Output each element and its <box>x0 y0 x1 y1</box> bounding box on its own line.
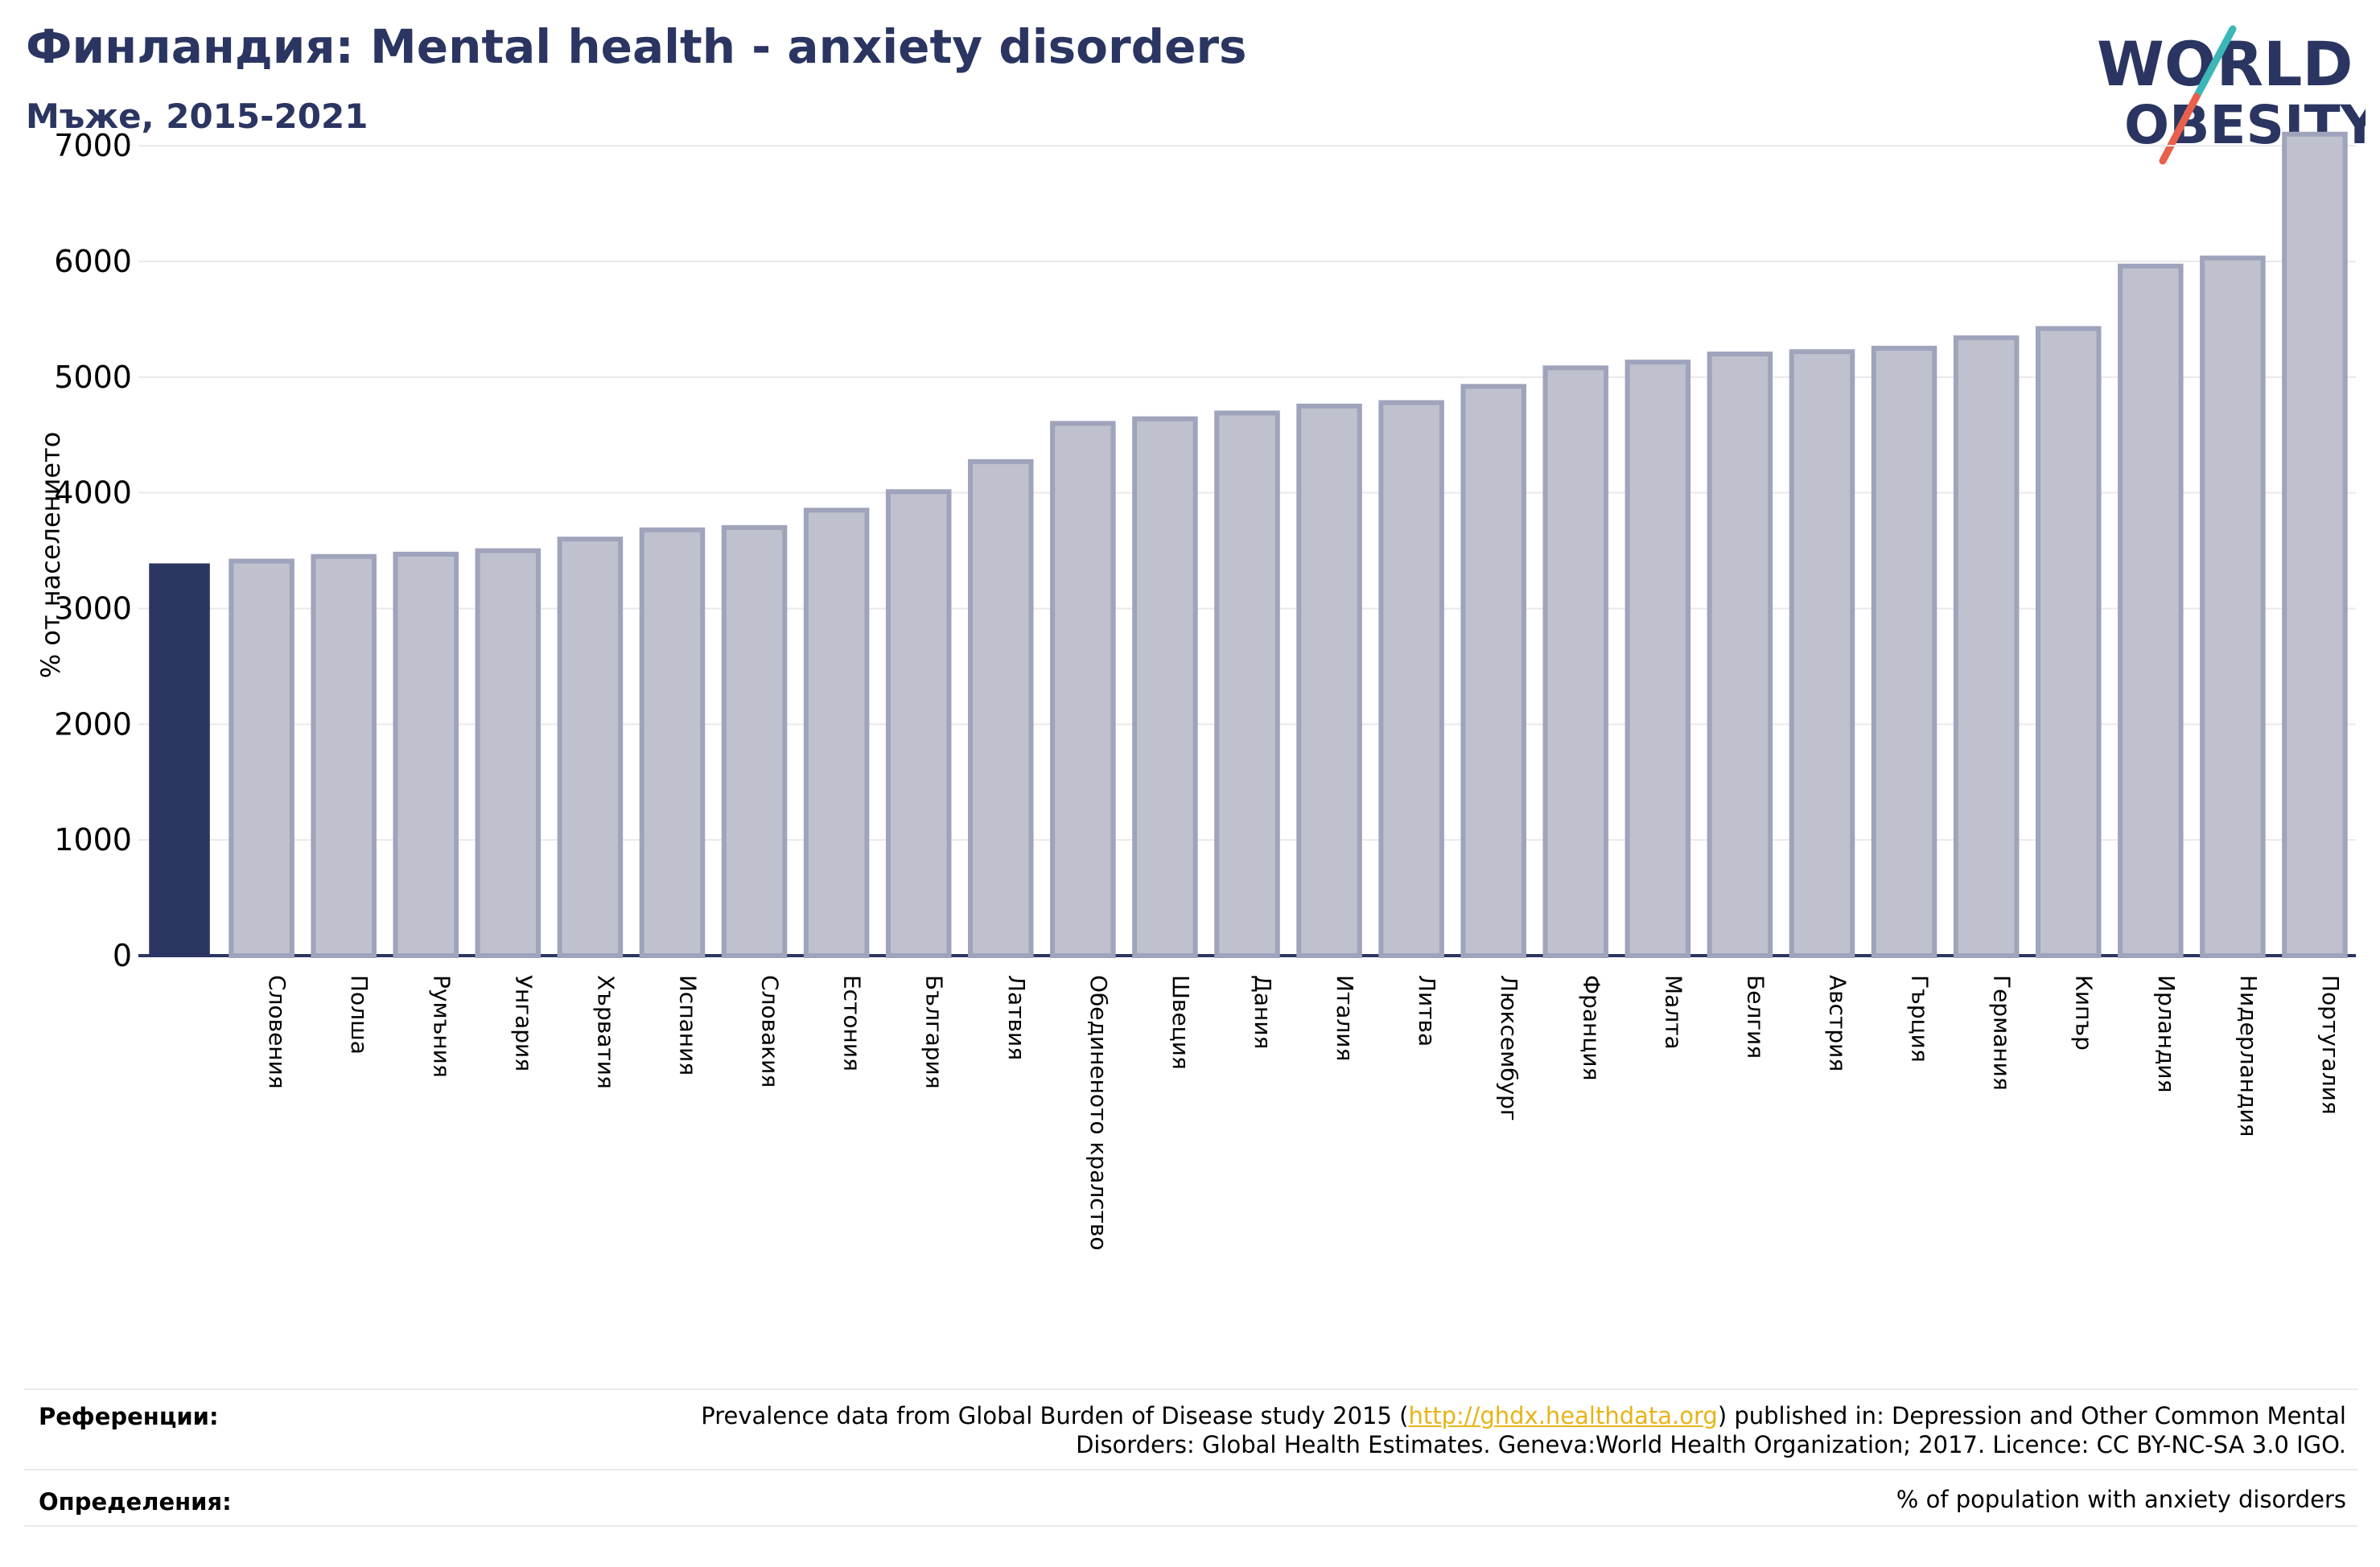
x-tick-label: Нидерландия <box>2235 975 2262 1137</box>
bar <box>2282 131 2348 958</box>
bar <box>968 459 1034 958</box>
logo-slash-top <box>2193 25 2237 101</box>
bar <box>885 489 952 958</box>
bar <box>2035 326 2102 958</box>
chart-subtitle: Мъже, 2015-2021 <box>26 97 369 136</box>
x-tick-label: Гърция <box>1907 975 1933 1063</box>
references-text-after: ) published in: Depression and Other Com… <box>1717 1402 2346 1429</box>
x-tick-label: Германия <box>1989 975 2016 1091</box>
definitions-text: % of population with anxiety disorders <box>1896 1486 2346 1513</box>
y-axis-label: % от населението <box>35 432 66 679</box>
x-tick-label: Малта <box>1660 975 1686 1050</box>
bar <box>1050 421 1116 958</box>
x-tick-label: Естония <box>839 975 866 1071</box>
bar <box>2118 263 2184 958</box>
bar <box>1789 349 1855 958</box>
x-tick-label: Белгия <box>1742 975 1769 1059</box>
references-row: Референции: Prevalence data from Global … <box>24 1388 2357 1469</box>
bar <box>1542 365 1609 958</box>
bar <box>557 537 624 958</box>
bar <box>1296 403 1362 958</box>
x-tick-label: Хърватия <box>592 975 619 1089</box>
x-tick-label: България <box>921 975 948 1089</box>
y-tick-label: 3000 <box>54 590 132 626</box>
bar <box>1707 352 1773 958</box>
x-tick-label: Австрия <box>1825 975 1851 1071</box>
x-tick-label: Дания <box>1250 975 1276 1049</box>
x-tick-label: Словения <box>264 975 290 1089</box>
x-tick-label: Румъния <box>428 975 455 1078</box>
definitions-label: Определения: <box>39 1488 232 1516</box>
bar <box>803 508 870 958</box>
x-tick-label: Латвия <box>1003 975 1030 1060</box>
definitions-bottom-divider <box>24 1525 2357 1527</box>
x-tick-label: Португалия <box>2317 975 2344 1115</box>
labels-layer: 0 1000 2000 3000 4000 5000 6000 7000 Словения Пол… <box>35 128 2344 1250</box>
bar <box>721 524 788 958</box>
references-link[interactable]: http://ghdx.healthdata.org <box>1408 1402 1718 1429</box>
y-tick-label: 1000 <box>54 822 132 858</box>
bar <box>1214 410 1280 958</box>
bar-highlight <box>149 563 210 956</box>
y-tick-label: 6000 <box>54 244 132 279</box>
bar <box>393 551 459 958</box>
bar-chart: 0 1000 2000 3000 4000 5000 6000 7000 Словения Пол… <box>35 128 2356 1250</box>
x-tick-label: Кипър <box>2071 975 2098 1051</box>
references-text-line2: Disorders: Global Health Estimates. Gene… <box>1076 1431 2346 1458</box>
y-tick-label: 4000 <box>54 475 132 511</box>
bar <box>1624 360 1691 958</box>
bar <box>639 527 706 958</box>
x-tick-label: Ирландия <box>2153 975 2180 1092</box>
y-tick-label: 2000 <box>54 706 132 742</box>
x-tick-label: Словакия <box>757 975 784 1088</box>
bar <box>229 558 294 959</box>
bar <box>311 553 377 959</box>
y-tick-label: 0 <box>113 938 132 973</box>
bar <box>475 548 541 958</box>
y-tick-label: 7000 <box>54 128 132 163</box>
x-tick-label: Франция <box>1578 975 1604 1080</box>
bar <box>1953 335 2020 959</box>
bar <box>1871 345 1937 958</box>
bar <box>1132 416 1198 958</box>
x-tick-label: Италия <box>1332 975 1358 1061</box>
references-top-divider <box>24 1388 2357 1390</box>
x-tick-label: Полша <box>346 975 373 1055</box>
bar <box>1460 384 1526 958</box>
references-text-before: Prevalence data from Global Burden of Di… <box>701 1402 1409 1429</box>
references-label: Референции: <box>39 1403 219 1430</box>
bar <box>2200 255 2266 959</box>
bar <box>1378 400 1444 958</box>
x-tick-label: Унгария <box>510 975 537 1071</box>
y-tick-label: 5000 <box>54 360 132 395</box>
x-tick-label: Люксембург <box>1496 975 1522 1121</box>
bars-layer <box>149 131 2348 959</box>
x-tick-label: Швеция <box>1167 975 1194 1070</box>
chart-title: Финландия: Mental health - anxiety disor… <box>26 19 1247 74</box>
x-tick-label: Испания <box>674 975 701 1076</box>
x-tick-label: Обединеното кралство <box>1085 975 1112 1250</box>
logo-slash-bottom <box>2159 93 2201 165</box>
references-text: Prevalence data from Global Burden of Di… <box>701 1401 2346 1459</box>
references-bottom-divider <box>24 1469 2357 1470</box>
definitions-row: Определения: % of population with anxiet… <box>24 1469 2357 1525</box>
x-tick-label: Литва <box>1414 975 1440 1047</box>
